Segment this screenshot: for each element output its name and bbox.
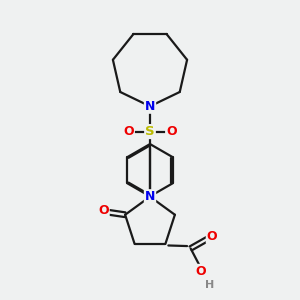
Text: O: O <box>166 125 177 138</box>
Text: N: N <box>145 100 155 113</box>
Text: S: S <box>145 125 155 138</box>
Text: O: O <box>196 265 206 278</box>
Text: O: O <box>207 230 218 243</box>
Text: H: H <box>205 280 214 290</box>
Text: O: O <box>123 125 134 138</box>
Text: N: N <box>145 190 155 203</box>
Text: O: O <box>98 204 109 217</box>
